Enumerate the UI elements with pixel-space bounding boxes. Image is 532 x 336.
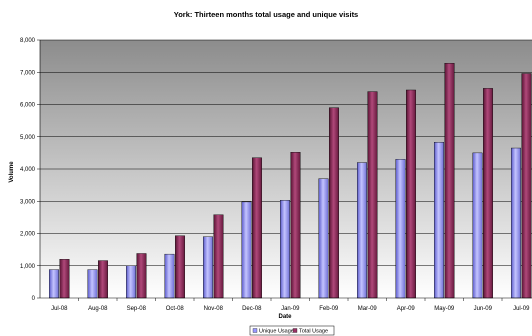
- bar-total-usage-jan-09: [290, 152, 301, 299]
- bar-total-usage-nov-08: [213, 214, 224, 299]
- x-axis-ticks: Jul-08 Aug-08 Sep-08 Oct-08 Nov-08 Dec-08 Jan-…: [51, 298, 530, 312]
- bar-total-usage-mar-09: [367, 91, 378, 299]
- x-tick-label: Sep-08: [127, 306, 147, 312]
- x-tick-label: Dec-08: [242, 306, 262, 312]
- x-tick-label: Jun-09: [474, 306, 493, 312]
- x-axis-title: Date: [278, 314, 292, 320]
- bar-unique-usage-aug-08: [87, 269, 98, 299]
- bar-total-usage-may-09: [444, 63, 455, 299]
- bar-unique-usage-nov-08: [203, 236, 213, 299]
- y-tick-label: 8,000: [20, 38, 36, 44]
- x-tick-label: Apr-09: [397, 306, 416, 312]
- y-tick-label: 5,000: [20, 135, 36, 141]
- legend-box: [249, 325, 335, 336]
- y-tick-label: 2,000: [20, 232, 36, 238]
- bar-unique-usage-jan-09: [280, 200, 290, 299]
- y-axis-ticks: 0 1,000 2,000 3,000 4,000 5,000 6,000 7,000 8,00…: [20, 38, 40, 302]
- x-tick-label: Jan-09: [281, 306, 300, 312]
- bar-unique-usage-may-09: [434, 142, 444, 299]
- x-tick-label: Jul-09: [513, 306, 530, 312]
- x-tick-label: Oct-08: [166, 306, 185, 312]
- bar-total-usage-jul-08: [59, 259, 70, 299]
- legend-swatch-unique-usage: [252, 328, 258, 333]
- bar-unique-usage-mar-09: [357, 162, 367, 299]
- bar-unique-usage-apr-09: [395, 159, 406, 299]
- legend-label-total-usage: Total Usage: [299, 329, 328, 335]
- bar-unique-usage-feb-09: [318, 178, 329, 299]
- bar-total-usage-apr-09: [406, 89, 416, 299]
- bar-unique-usage-sep-08: [126, 265, 136, 299]
- bar-unique-usage-jul-09: [511, 147, 521, 299]
- legend-swatch-total-usage: [292, 328, 298, 333]
- chart-title: York: Thirteen months total usage and un…: [174, 10, 358, 19]
- x-tick-label: Mar-09: [358, 306, 378, 312]
- bar-unique-usage-jun-09: [472, 152, 483, 299]
- bar-total-usage-feb-09: [329, 107, 339, 299]
- x-tick-label: Aug-08: [88, 306, 108, 312]
- bar-total-usage-jun-09: [483, 88, 493, 299]
- x-tick-label: Nov-08: [204, 306, 224, 312]
- bars: [49, 63, 532, 299]
- y-tick-label: 0: [32, 296, 36, 302]
- x-tick-label: May-09: [434, 306, 455, 312]
- bar-unique-usage-dec-08: [241, 201, 252, 299]
- legend: Unique Usage Total Usage: [249, 325, 335, 336]
- y-tick-label: 7,000: [20, 70, 36, 76]
- y-axis-title: Volume: [9, 161, 15, 183]
- bar-unique-usage-jul-08: [49, 269, 59, 299]
- x-tick-label: Feb-09: [319, 306, 339, 312]
- y-tick-label: 4,000: [20, 167, 36, 173]
- bar-total-usage-dec-08: [252, 157, 262, 299]
- y-tick-label: 1,000: [20, 264, 36, 270]
- x-tick-label: Jul-08: [51, 306, 68, 312]
- bar-total-usage-sep-08: [136, 253, 147, 299]
- bar-total-usage-aug-08: [98, 260, 108, 299]
- legend-label-unique-usage: Unique Usage: [259, 329, 294, 335]
- bar-total-usage-jul-09: [521, 73, 532, 299]
- bar-total-usage-oct-08: [175, 235, 185, 299]
- y-tick-label: 6,000: [20, 103, 36, 109]
- bar-unique-usage-oct-08: [164, 253, 175, 299]
- y-tick-label: 3,000: [20, 199, 36, 205]
